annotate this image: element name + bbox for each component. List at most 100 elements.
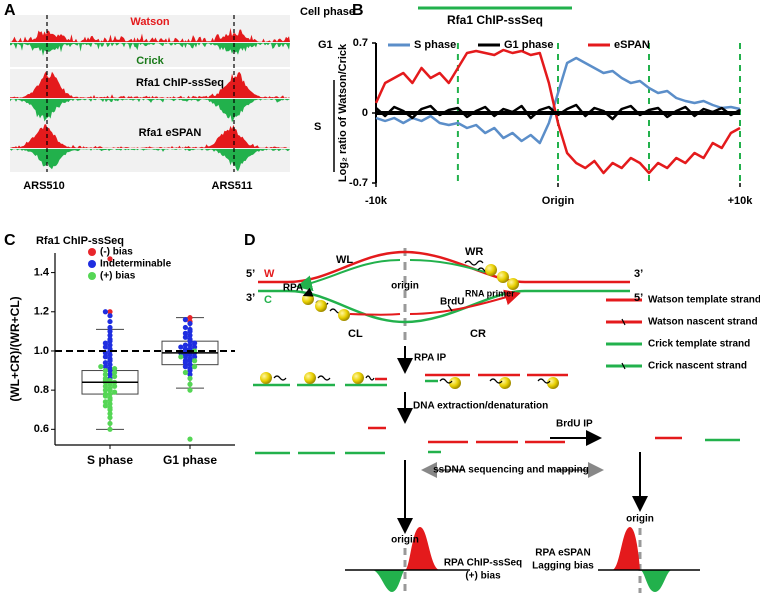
data-point [102, 364, 108, 370]
result-bias: (+) bias [465, 571, 501, 582]
legend-label: (-) bias [100, 247, 133, 258]
x-tick-label: +10k [728, 195, 754, 207]
data-point [192, 354, 198, 360]
data-point [182, 346, 188, 352]
panel-d [253, 248, 740, 593]
data-point [187, 326, 193, 333]
chart-title: Rfa1 ChIP-ssSeq [36, 235, 124, 247]
panel-label: D [244, 232, 256, 249]
result-title: RPA ChIP-ssSeq [444, 558, 522, 569]
origin-label: origin [391, 535, 419, 546]
crick-signal [10, 149, 290, 172]
data-point [102, 371, 108, 378]
data-point [107, 385, 113, 391]
panel-label: A [4, 2, 16, 19]
origin-label: ARS511 [212, 180, 253, 192]
legend-label: Crick template strand [648, 339, 750, 350]
brdu-label: BrdU [440, 297, 464, 308]
panel-label: C [4, 232, 16, 249]
rpa-protein [315, 300, 327, 312]
legend-label: (+) bias [100, 271, 136, 282]
data-point [178, 344, 184, 350]
data-point [182, 342, 188, 348]
chart-title: Rfa1 ChIP-ssSeq [447, 13, 543, 27]
step-label: BrdU IP [556, 419, 593, 430]
brdu-pointer [447, 304, 453, 312]
data-point [107, 411, 113, 417]
data-point [107, 414, 113, 421]
watson-template [258, 250, 630, 284]
y-tick-label: 0.7 [353, 37, 368, 49]
rpa-protein [497, 271, 509, 283]
origin-label: origin [391, 281, 419, 292]
data-point [112, 383, 118, 389]
y-tick-label: 0.8 [34, 384, 49, 396]
legend-swatch [88, 272, 96, 280]
rpa-pointer [302, 287, 314, 297]
brdu-mark [621, 318, 626, 370]
data-point [107, 395, 113, 401]
end-label: 5’ [634, 292, 643, 304]
data-point [187, 371, 193, 378]
data-point [182, 330, 188, 336]
rpa-protein [338, 309, 350, 321]
primer-label: RNA primer [465, 288, 515, 298]
strand-label: WR [465, 246, 483, 258]
step-label: ssDNA sequencing and mapping [433, 465, 589, 476]
data-point [187, 387, 193, 393]
crick-nascent-right [409, 289, 521, 315]
track-label: Watson [130, 16, 170, 28]
end-label: W [264, 268, 275, 280]
rpa-protein [352, 372, 364, 384]
data-point [107, 356, 113, 362]
series-line [374, 48, 741, 175]
end-label: C [264, 294, 272, 306]
rpa-protein [499, 377, 511, 389]
y-tick-label: 0.6 [34, 423, 49, 435]
rna-primer [273, 375, 375, 381]
crick-peak [372, 570, 405, 592]
strand-label: WL [336, 254, 353, 266]
data-point [107, 328, 113, 334]
data-point [182, 358, 188, 364]
legend-label: S phase [414, 39, 456, 51]
data-point [182, 364, 188, 370]
crick-signal [10, 43, 290, 56]
x-tick-label: G1 phase [163, 453, 217, 467]
watson-peak [405, 527, 440, 570]
panel-a: Cell phase G1 S ARS510 ARS511 Watson Cric… [10, 6, 355, 192]
x-tick-label: Origin [542, 195, 575, 207]
data-point [102, 387, 108, 393]
end-label: 5’ [246, 268, 255, 280]
rpa-protein [260, 372, 272, 384]
legend-swatch [88, 260, 96, 268]
data-point [107, 362, 113, 368]
watson-signal [10, 124, 290, 148]
crick-peak [640, 570, 672, 592]
data-point [187, 381, 193, 387]
data-point [187, 362, 193, 368]
watson-signal [10, 71, 290, 98]
data-point [102, 391, 108, 397]
data-point [102, 367, 108, 374]
rpa-protein [547, 377, 559, 389]
data-point [187, 365, 193, 372]
legend-swatch [88, 248, 96, 256]
legend-label: Watson template strand [648, 295, 760, 306]
data-point [102, 360, 108, 366]
strand-label: CR [470, 328, 486, 340]
data-point [107, 332, 113, 338]
data-point [187, 336, 193, 342]
crick-nascent-left [349, 313, 401, 316]
watson-nascent-left [296, 259, 401, 292]
data-point [102, 340, 108, 346]
data-point [102, 383, 108, 389]
data-point [187, 375, 193, 381]
legend-label: Crick nascent strand [648, 361, 747, 372]
data-point [187, 315, 193, 321]
y-axis-label: (WL+CR)/(WR+CL) [8, 296, 22, 401]
watson-signal [10, 27, 290, 42]
data-point [192, 344, 198, 350]
legend-label: Indeterminable [100, 259, 172, 270]
